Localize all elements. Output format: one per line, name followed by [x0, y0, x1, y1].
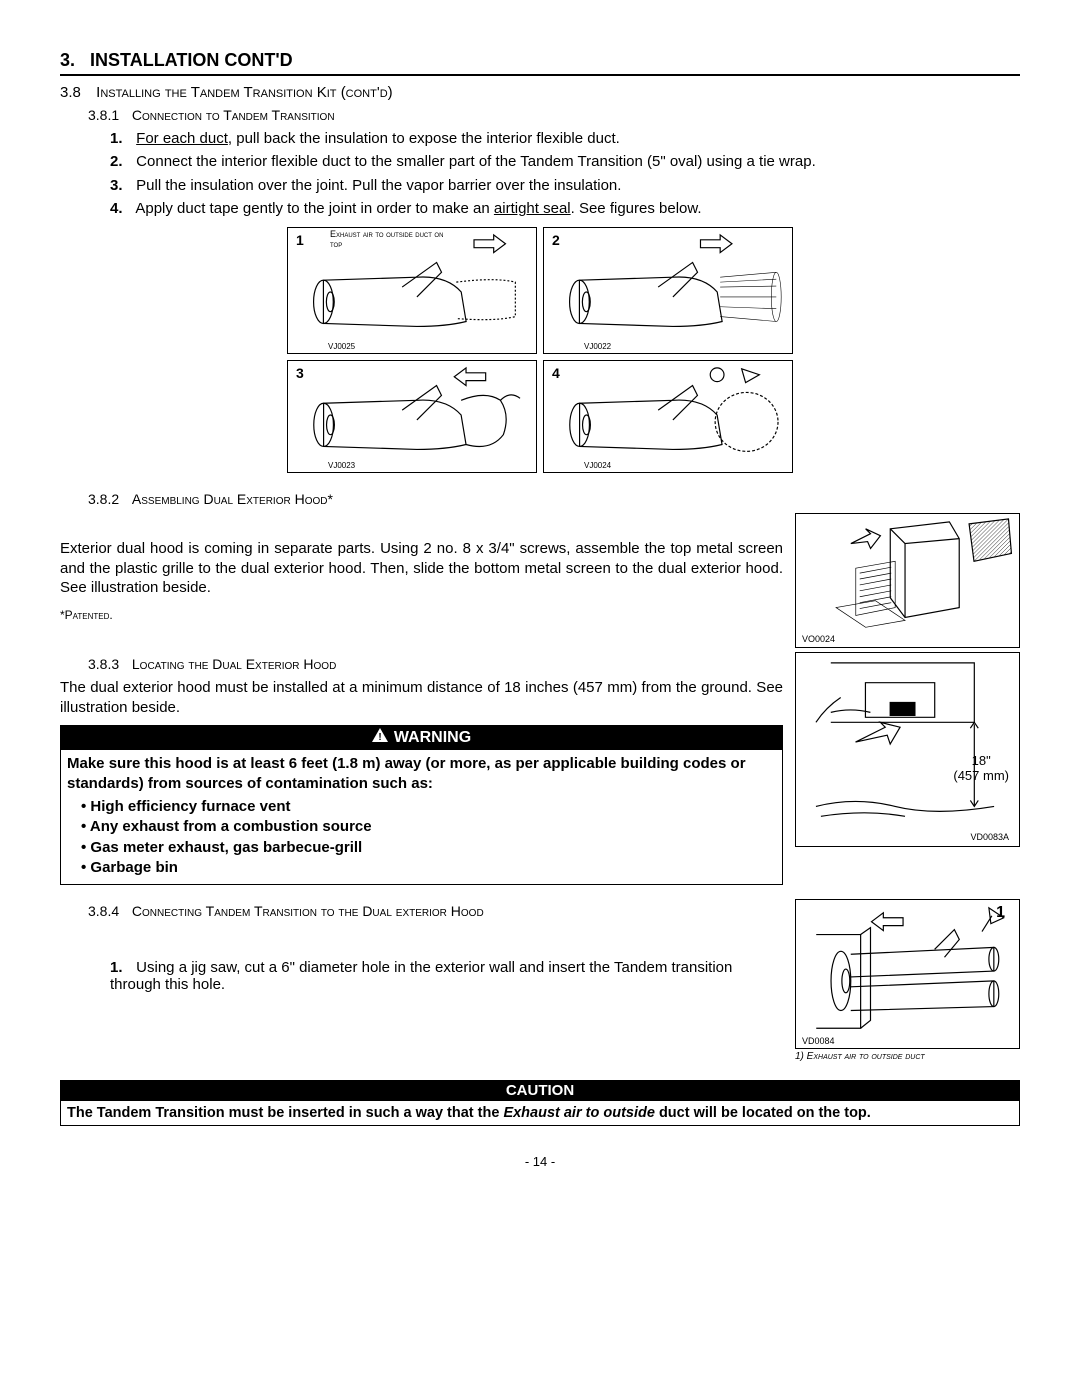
subsection-3-8-1: 3.8.1 Connection to Tandem Transition — [88, 107, 1020, 123]
diagram-tandem-insert — [796, 900, 1019, 1048]
para-3-8-2: Exterior dual hood is coming in separate… — [60, 539, 783, 598]
steps-3-8-1: 1. For each duct, pull back the insulati… — [110, 129, 1020, 219]
figure-col: 1 VD0084 1) Exhaust air to outside duct — [795, 899, 1020, 1062]
diagram-hood — [796, 514, 1019, 647]
warn-item: High efficiency furnace vent — [81, 797, 776, 817]
warn-item: Gas meter exhaust, gas barbecue-grill — [81, 838, 776, 858]
section-num: 3. — [60, 50, 75, 70]
text-col: 3.8.4 Connecting Tandem Transition to th… — [60, 899, 783, 1001]
sub2-title: Connection to Tandem Transition — [132, 107, 335, 123]
caution-body: The Tandem Transition must be inserted i… — [60, 1101, 1020, 1126]
section-contd: CONT'D — [224, 50, 292, 70]
step: 4. Apply duct tape gently to the joint i… — [110, 199, 1020, 219]
section-header: 3. INSTALLATION CONT'D — [60, 50, 1020, 76]
sub-contd: (cont'd) — [341, 84, 393, 101]
warning-body: Make sure this hood is at least 6 feet (… — [60, 750, 783, 885]
warn-item: Any exhaust from a combustion source — [81, 817, 776, 837]
figure-tandem-insert: 1 VD0084 — [795, 899, 1020, 1049]
figure-panel-4: 4 VJ0024 — [543, 360, 793, 473]
subsection-3-8-2: 3.8.2 Assembling Dual Exterior Hood* — [88, 491, 1020, 507]
subsection-3-8: 3.8 Installing the Tandem Transition Kit… — [60, 84, 1020, 101]
diagram-duct-2 — [544, 228, 792, 353]
row-3-8-3: 3.8.3 Locating the Dual Exterior Hood Th… — [60, 652, 1020, 885]
warning-lead: Make sure this hood is at least 6 feet (… — [67, 754, 776, 793]
text-col: 3.8.3 Locating the Dual Exterior Hood Th… — [60, 652, 783, 885]
diagram-duct-3 — [288, 361, 536, 472]
section-title: INSTALLATION — [90, 50, 219, 70]
subsection-3-8-4: 3.8.4 Connecting Tandem Transition to th… — [88, 903, 783, 919]
diagram-duct-4 — [544, 361, 792, 472]
figure-hood-location: 18" (457 mm) VD0083A — [795, 652, 1020, 847]
subsection-3-8-3: 3.8.3 Locating the Dual Exterior Hood — [88, 656, 783, 672]
warning-icon: ! — [372, 728, 388, 747]
steps-3-8-4: 1. Using a jig saw, cut a 6" diameter ho… — [110, 959, 783, 993]
figure-grid-3-8-1: 1 Exhaust air to outside duct on top VJ0… — [287, 227, 793, 473]
step: 3. Pull the insulation over the joint. P… — [110, 176, 1020, 196]
row-3-8-2: Exterior dual hood is coming in separate… — [60, 513, 1020, 648]
svg-text:!: ! — [378, 732, 381, 742]
page-number: - 14 - — [60, 1154, 1020, 1169]
warning-list: High efficiency furnace vent Any exhaust… — [81, 797, 776, 878]
diagram-duct-1 — [288, 228, 536, 353]
row-3-8-4: 3.8.4 Connecting Tandem Transition to th… — [60, 899, 1020, 1062]
sub2-title: Assembling Dual Exterior Hood* — [132, 491, 333, 507]
patented-note: *Patented. — [60, 608, 783, 622]
sub-title: Installing the Tandem Transition Kit — [96, 84, 336, 101]
warn-item: Garbage bin — [81, 858, 776, 878]
figure-panel-1: 1 Exhaust air to outside duct on top VJ0… — [287, 227, 537, 354]
sub2-num: 3.8.2 — [88, 491, 128, 507]
figure-hood-assembly: VO0024 — [795, 513, 1020, 648]
text-col: Exterior dual hood is coming in separate… — [60, 513, 783, 632]
dimension-label: 18" (457 mm) — [953, 753, 1009, 783]
figure-panel-2: 2 VJ0022 — [543, 227, 793, 354]
sub2-num: 3.8.1 — [88, 107, 128, 123]
warning-label: WARNING — [394, 729, 471, 747]
step: 2. Connect the interior flexible duct to… — [110, 152, 1020, 172]
warning-header: ! WARNING — [60, 725, 783, 750]
figure-panel-3: 3 VJ0023 — [287, 360, 537, 473]
para-3-8-3: The dual exterior hood must be installed… — [60, 678, 783, 717]
step: 1. Using a jig saw, cut a 6" diameter ho… — [110, 959, 783, 993]
sub-num: 3.8 — [60, 84, 92, 101]
step: 1. For each duct, pull back the insulati… — [110, 129, 1020, 149]
diagram-hood-location — [796, 653, 1019, 846]
caution-header: CAUTION — [60, 1080, 1020, 1101]
figure-caption: 1) Exhaust air to outside duct — [795, 1051, 1020, 1062]
